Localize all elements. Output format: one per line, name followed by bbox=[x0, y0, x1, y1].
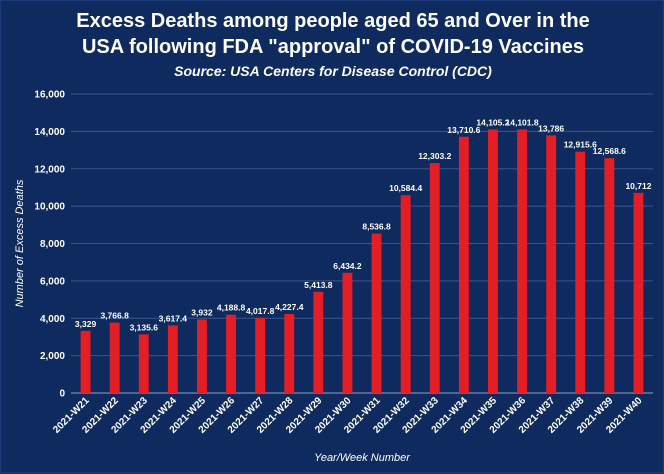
bar bbox=[226, 314, 236, 393]
data-label: 4,017.8 bbox=[246, 306, 275, 316]
data-label: 3,766.8 bbox=[100, 311, 129, 321]
data-label: 8,536.8 bbox=[362, 221, 391, 231]
y-tick-label: 16,000 bbox=[34, 90, 65, 101]
data-label: 10,584.4 bbox=[389, 183, 422, 193]
data-label: 12,915.6 bbox=[564, 140, 597, 150]
data-label: 3,617.4 bbox=[159, 313, 188, 323]
bar bbox=[488, 129, 498, 394]
data-label: 13,710.6 bbox=[447, 125, 480, 135]
y-tick-label: 6,000 bbox=[40, 276, 65, 287]
bar bbox=[197, 319, 207, 393]
data-label: 3,932 bbox=[191, 308, 213, 318]
y-tick-label: 2,000 bbox=[40, 351, 65, 362]
bar bbox=[167, 325, 178, 393]
data-label: 5,413.8 bbox=[304, 280, 333, 290]
bar bbox=[604, 158, 615, 393]
chart-subtitle: Source: USA Centers for Disease Control … bbox=[174, 63, 492, 79]
bar bbox=[429, 163, 440, 393]
y-tick-label: 14,000 bbox=[34, 127, 65, 138]
y-axis-title: Number of Excess Deaths bbox=[14, 179, 26, 307]
data-label: 14,105.2 bbox=[476, 117, 509, 127]
data-label: 3,329 bbox=[75, 319, 97, 329]
bar bbox=[517, 129, 527, 394]
chart-title-line-1: Excess Deaths among people aged 65 and O… bbox=[76, 10, 590, 32]
y-tick-label: 12,000 bbox=[34, 164, 65, 175]
data-label: 4,188.8 bbox=[217, 303, 246, 313]
data-label: 12,568.6 bbox=[593, 146, 626, 156]
chart-title-line-2: USA following FDA "approval" of COVID-19… bbox=[81, 36, 584, 58]
x-axis-title: Year/Week Number bbox=[314, 452, 411, 464]
bar bbox=[371, 233, 382, 393]
bar bbox=[313, 291, 324, 393]
bar bbox=[109, 322, 120, 393]
data-label: 3,135.6 bbox=[130, 322, 159, 332]
bar bbox=[400, 195, 411, 393]
data-label: 6,434.2 bbox=[333, 261, 362, 271]
data-label: 12,303.2 bbox=[418, 151, 451, 161]
bar bbox=[80, 330, 91, 393]
bar bbox=[575, 151, 586, 393]
bar bbox=[138, 334, 149, 393]
data-label: 4,227.4 bbox=[275, 302, 304, 312]
data-label: 14,101.8 bbox=[506, 117, 539, 127]
bar bbox=[342, 272, 353, 393]
bar bbox=[255, 317, 266, 393]
bar bbox=[633, 192, 644, 393]
bar bbox=[546, 135, 557, 393]
y-tick-label: 0 bbox=[59, 389, 65, 400]
data-label: 13,786 bbox=[538, 123, 564, 133]
bar bbox=[458, 136, 469, 394]
data-label: 10,712 bbox=[625, 181, 651, 191]
y-tick-label: 8,000 bbox=[40, 239, 65, 250]
y-tick-label: 10,000 bbox=[34, 202, 65, 213]
bar bbox=[284, 314, 295, 393]
y-tick-label: 4,000 bbox=[40, 314, 65, 325]
